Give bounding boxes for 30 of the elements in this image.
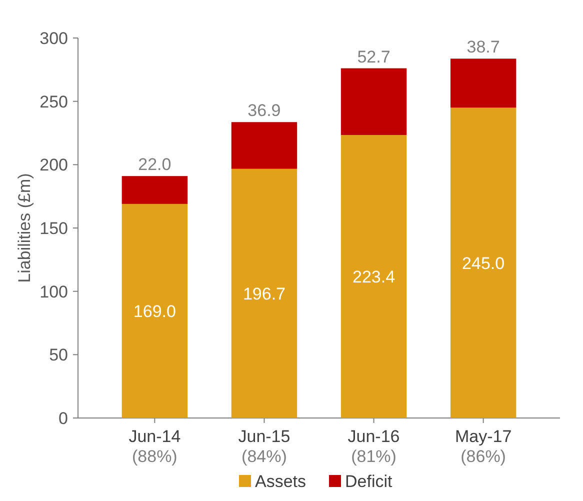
data-label: 196.7 <box>242 284 286 304</box>
bar <box>450 108 516 418</box>
legend-label: Deficit <box>345 472 393 491</box>
x-tick-label: Jun-14 (88%) <box>128 427 181 466</box>
data-label: 38.7 <box>466 38 500 57</box>
bar <box>450 58 516 108</box>
data-label: 223.4 <box>352 268 396 287</box>
bar <box>340 68 407 136</box>
x-tick-label: Jun-15 (84%) <box>238 427 290 466</box>
bar <box>231 168 298 418</box>
y-tick-label: 100 <box>40 282 68 302</box>
data-label: 36.9 <box>248 101 281 120</box>
data-label: 245.0 <box>462 254 505 273</box>
bar <box>122 204 188 418</box>
data-label: 52.7 <box>357 47 390 66</box>
y-tick-label: 150 <box>40 219 68 238</box>
y-tick-label: 250 <box>40 92 68 112</box>
x-tick-label: Jun-16 (81%) <box>348 427 400 466</box>
legend-label: Assets <box>255 472 306 491</box>
y-tick-label: 300 <box>40 29 68 48</box>
data-label: 22.0 <box>138 155 172 174</box>
bar <box>231 122 298 169</box>
y-tick-label: 200 <box>40 156 68 175</box>
y-tick-label: 0 <box>58 409 68 428</box>
bar <box>340 135 407 418</box>
data-label: 169.0 <box>133 302 176 321</box>
bar <box>122 176 188 204</box>
y-axis-title: Liabilities (£m) <box>15 173 34 283</box>
x-tick-label: May-17 (86%) <box>454 427 512 466</box>
y-tick-label: 50 <box>49 346 68 365</box>
